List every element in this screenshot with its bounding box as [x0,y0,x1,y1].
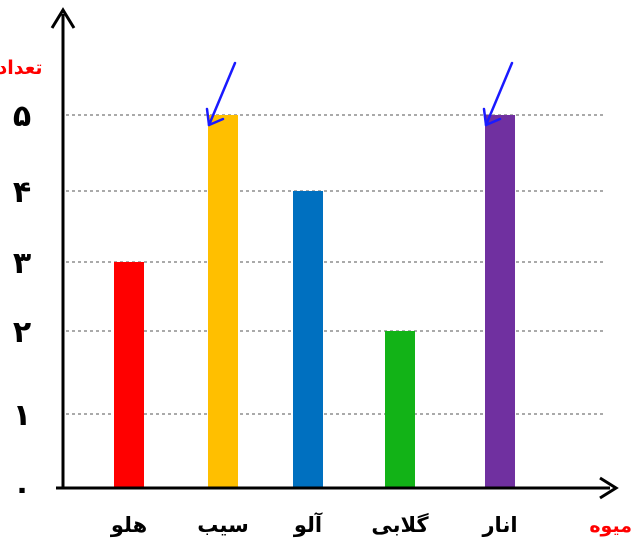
highlight-marks [205,61,514,127]
x-category-label: سیب [197,513,248,537]
y-tick-label: ۵ [13,99,31,134]
x-axis-label: میوه [589,515,632,537]
highlight-arrow [207,61,237,127]
highlight-arrow [484,61,514,127]
y-tick-label: ۰ [13,472,31,507]
y-tick-label: ۲ [13,315,31,350]
y-tick-label: ۳ [13,246,31,281]
bar [293,191,323,488]
x-axis-arrow [599,476,619,500]
x-category-label: انار [481,513,517,537]
bar [385,331,415,488]
x-category-labels: هلو سیب آلو گلابی انار [110,512,518,537]
axes [50,7,619,500]
highlight-arrowhead [205,107,225,127]
x-category-label: آلو [293,512,323,537]
gridlines [66,114,605,415]
bars [114,115,515,488]
x-category-label: گلابی [371,512,429,537]
bar [114,262,144,488]
y-axis-arrow [50,7,76,29]
y-tick-label: ۴ [13,175,31,210]
y-tick-labels: ۰ ۱ ۲ ۳ ۴ ۵ [13,99,31,507]
y-axis-label: تعداد [0,57,43,79]
highlight-arrowhead [482,107,502,127]
bar [208,115,238,488]
y-tick-label: ۱ [13,398,31,433]
bar [485,115,515,488]
x-category-label: هلو [110,513,147,537]
